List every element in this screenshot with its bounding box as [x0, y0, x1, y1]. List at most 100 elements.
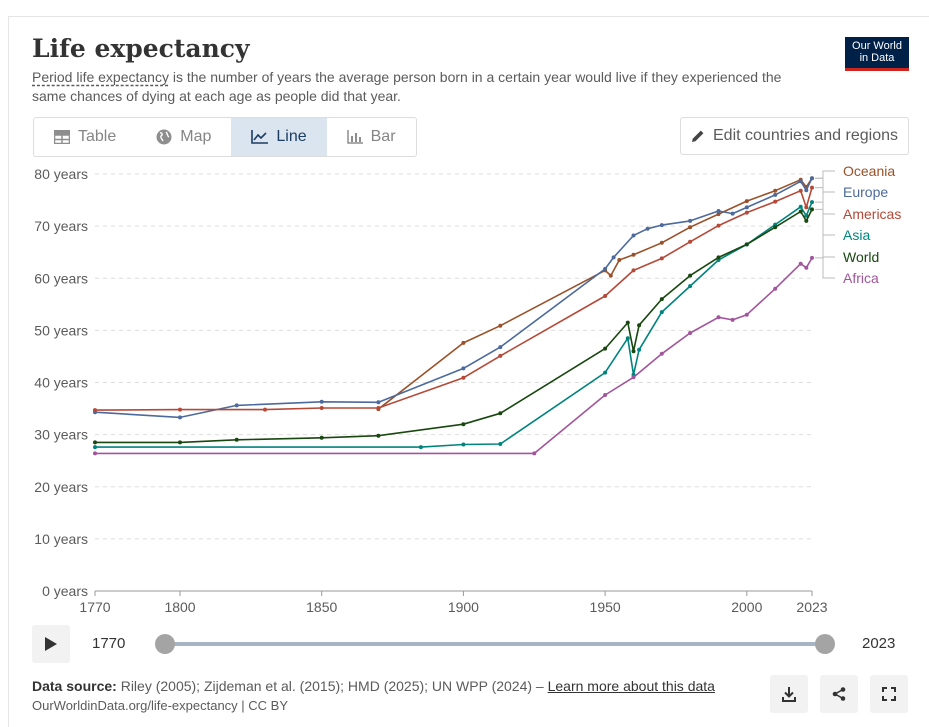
owid-logo[interactable]: Our World in Data	[845, 37, 909, 71]
data-point-americas	[810, 185, 814, 190]
data-point-africa	[603, 393, 608, 397]
data-point-world	[319, 435, 324, 440]
data-point-europe	[645, 226, 650, 231]
x-tick-label: 2000	[731, 599, 762, 615]
data-point-europe	[744, 205, 749, 210]
data-point-world	[688, 273, 693, 278]
tab-map[interactable]: Map	[136, 118, 231, 156]
legend-label-world: World	[843, 249, 879, 265]
x-tick-label: 1950	[590, 599, 621, 615]
legend-connector	[815, 201, 835, 236]
data-point-africa	[744, 312, 749, 317]
data-point-europe	[319, 399, 324, 404]
pencil-icon	[692, 130, 704, 142]
chart-frame	[8, 16, 929, 727]
download-button[interactable]	[770, 675, 808, 713]
tab-line-label: Line	[276, 128, 307, 145]
data-point-world	[637, 323, 642, 328]
data-point-africa	[688, 331, 693, 335]
timeline-start-handle[interactable]	[155, 634, 175, 654]
table-icon	[54, 130, 70, 144]
timeline-end-handle[interactable]	[815, 634, 835, 654]
edit-countries-label: Edit countries and regions	[713, 127, 898, 144]
x-tick-label: 2023	[796, 599, 827, 615]
data-point-world	[625, 320, 630, 325]
share-button[interactable]	[820, 675, 858, 713]
learn-more-link[interactable]: Learn more about this data	[547, 678, 715, 694]
tab-line[interactable]: Line	[231, 118, 327, 156]
y-tick-label: 10 years	[34, 531, 88, 547]
data-point-americas	[461, 375, 466, 380]
share-icon	[832, 687, 846, 701]
data-point-asia	[418, 445, 423, 450]
legend-label-asia: Asia	[843, 227, 870, 243]
data-point-asia	[798, 204, 803, 209]
data-point-europe	[234, 403, 239, 408]
play-button[interactable]	[32, 625, 70, 663]
data-point-world	[773, 225, 778, 230]
edit-countries-button[interactable]: Edit countries and regions	[680, 117, 909, 155]
fullscreen-icon	[882, 687, 896, 701]
data-point-world	[93, 440, 97, 445]
y-tick-label: 60 years	[34, 270, 88, 286]
data-point-world	[234, 437, 239, 442]
data-point-americas	[716, 223, 721, 228]
legend-connector	[815, 187, 835, 215]
data-point-asia	[804, 213, 809, 218]
data-source: Data source: Riley (2005); Zijdeman et a…	[32, 678, 715, 694]
series-line-africa	[95, 257, 813, 455]
globe-icon	[156, 129, 172, 145]
data-point-world	[659, 297, 664, 302]
series-line-asia	[95, 201, 813, 448]
fullscreen-button[interactable]	[870, 675, 908, 713]
data-point-oceania	[617, 258, 622, 262]
data-point-europe	[611, 255, 616, 260]
data-point-americas	[263, 407, 267, 412]
data-point-asia	[93, 445, 97, 450]
timeline-track[interactable]	[165, 642, 825, 646]
data-point-africa	[798, 261, 803, 266]
data-point-europe	[376, 400, 381, 405]
legend-label-europe: Europe	[843, 184, 888, 200]
data-point-americas	[93, 408, 97, 413]
legend-connector	[815, 257, 835, 279]
data-point-world	[631, 349, 636, 354]
data-point-americas	[688, 239, 693, 244]
data-point-europe	[688, 218, 693, 223]
data-point-europe	[804, 188, 809, 193]
data-point-africa	[659, 351, 664, 356]
x-tick-label: 1850	[306, 599, 337, 615]
timeline-end-label: 2023	[862, 635, 896, 652]
data-point-americas	[376, 406, 381, 410]
data-point-africa	[532, 451, 537, 456]
y-tick-label: 80 years	[34, 166, 88, 182]
data-point-americas	[659, 256, 664, 261]
data-point-africa	[631, 375, 636, 380]
bar-chart-icon	[346, 130, 363, 144]
data-point-africa	[93, 451, 97, 456]
data-point-americas	[178, 407, 182, 412]
tab-bar-label: Bar	[370, 128, 396, 145]
data-point-americas	[773, 199, 778, 204]
data-point-world	[810, 207, 814, 212]
data-point-europe	[178, 415, 182, 420]
y-tick-label: 50 years	[34, 322, 88, 338]
tab-table[interactable]: Table	[34, 118, 136, 156]
data-point-africa	[804, 265, 809, 270]
data-point-oceania	[461, 340, 466, 345]
data-point-americas	[603, 294, 608, 298]
line-chart-icon	[251, 130, 269, 144]
data-source-label: Data source:	[32, 678, 117, 694]
data-point-europe	[773, 192, 778, 197]
data-point-europe	[659, 223, 664, 228]
chart-tabs: Table Map Line Bar	[33, 117, 417, 157]
data-point-asia	[461, 442, 466, 447]
definition-link[interactable]: Period life expectancy	[32, 69, 169, 85]
download-icon	[782, 686, 796, 702]
data-point-europe	[716, 209, 721, 213]
logo-line-2: in Data	[859, 52, 895, 64]
data-point-africa	[716, 315, 721, 320]
tab-bar[interactable]: Bar	[327, 118, 416, 156]
timeline-start-label: 1770	[92, 635, 126, 652]
data-point-world	[178, 440, 182, 445]
